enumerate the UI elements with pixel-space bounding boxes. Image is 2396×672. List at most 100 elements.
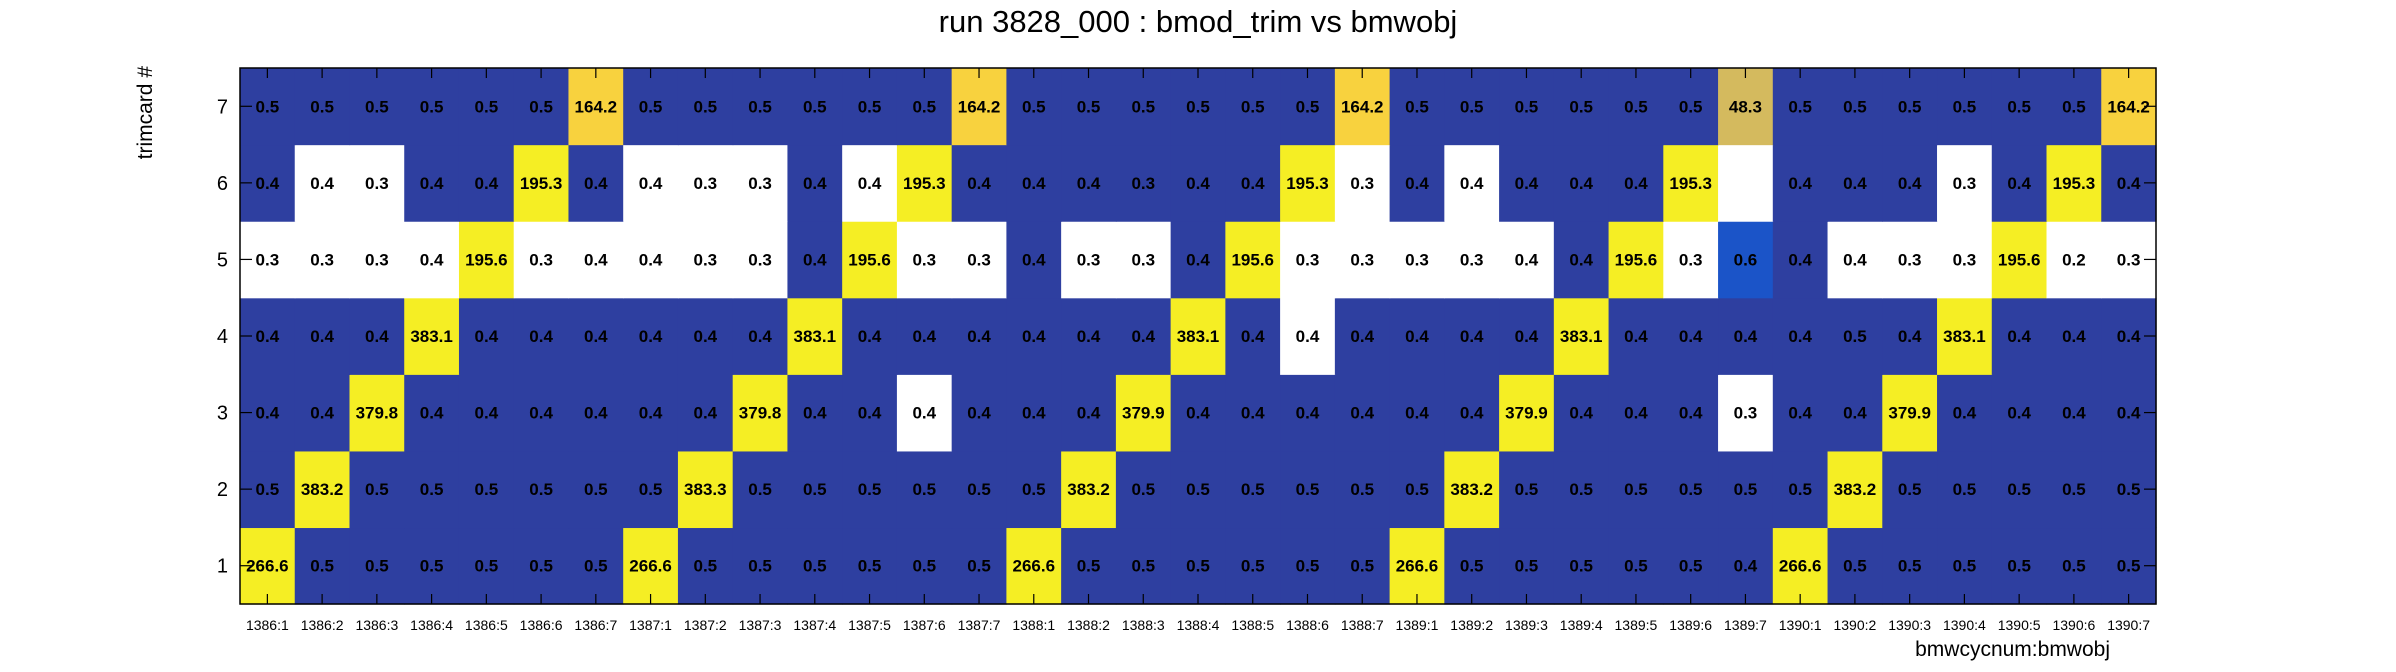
cell-value-label: 0.4 bbox=[1898, 327, 1922, 346]
cell-value-label: 0.4 bbox=[2117, 404, 2141, 423]
cell-value-label: 0.4 bbox=[1515, 174, 1539, 193]
heatmap-cell bbox=[1718, 144, 1774, 222]
heatmap-cell bbox=[1553, 450, 1610, 529]
cell-value-label: 0.4 bbox=[1624, 174, 1648, 193]
heatmap-cell bbox=[349, 68, 405, 146]
heatmap-cell bbox=[568, 527, 624, 605]
cell-value-label: 0.5 bbox=[2007, 97, 2031, 116]
heatmap-cell bbox=[2046, 144, 2102, 222]
heatmap-cell bbox=[1827, 374, 1883, 452]
heatmap-cell bbox=[787, 374, 843, 452]
cell-value-label: 0.4 bbox=[2117, 174, 2141, 193]
heatmap-cell bbox=[896, 68, 953, 146]
cell-value-label: 266.6 bbox=[629, 557, 672, 576]
heatmap-cell bbox=[1334, 144, 1391, 222]
heatmap-cell bbox=[732, 144, 789, 222]
heatmap-cell bbox=[1444, 144, 1500, 222]
heatmap-cell bbox=[842, 374, 898, 452]
cell-value-label: 0.4 bbox=[1569, 174, 1593, 193]
heatmap-cell bbox=[1499, 450, 1555, 529]
cell-value-label: 0.4 bbox=[1788, 174, 1812, 193]
heatmap-cell bbox=[294, 144, 351, 222]
heatmap-cell bbox=[1608, 144, 1664, 222]
cell-value-label: 0.4 bbox=[1460, 174, 1484, 193]
cell-value-label: 0.5 bbox=[1350, 480, 1374, 499]
cell-value-label: 0.5 bbox=[1460, 557, 1484, 576]
heatmap-cell bbox=[896, 374, 953, 452]
heatmap-cell bbox=[513, 527, 570, 605]
cell-value-label: 0.5 bbox=[584, 557, 608, 576]
x-tick-label: 1390:1 bbox=[1779, 617, 1822, 633]
heatmap-cell bbox=[1991, 527, 2048, 605]
heatmap-cell bbox=[1006, 144, 1062, 222]
heatmap-cell bbox=[1115, 297, 1172, 375]
cell-value-label: 0.5 bbox=[1131, 480, 1155, 499]
heatmap-cell bbox=[404, 527, 460, 605]
cell-value-label: 0.4 bbox=[1022, 250, 1046, 269]
cell-value-label: 0.4 bbox=[475, 174, 499, 193]
cell-value-label: 0.4 bbox=[1241, 404, 1265, 423]
heatmap-cell bbox=[1991, 297, 2048, 375]
cell-value-label: 0.5 bbox=[1296, 480, 1320, 499]
cell-value-label: 0.4 bbox=[420, 174, 444, 193]
cell-value-label: 379.9 bbox=[1505, 404, 1548, 423]
cell-value-label: 383.2 bbox=[1067, 480, 1110, 499]
cell-value-label: 0.4 bbox=[1679, 404, 1703, 423]
cell-value-label: 0.5 bbox=[803, 557, 827, 576]
cell-value-label: 0.4 bbox=[967, 174, 991, 193]
heatmap-cell bbox=[2046, 221, 2102, 299]
heatmap-cell bbox=[1280, 68, 1336, 146]
cell-value-label: 383.1 bbox=[1177, 327, 1220, 346]
heatmap-cell bbox=[732, 450, 789, 529]
heatmap-cell bbox=[1170, 450, 1226, 529]
cell-value-label: 0.4 bbox=[420, 250, 444, 269]
cell-value-label: 0.4 bbox=[1241, 327, 1265, 346]
cell-value-label: 0.5 bbox=[310, 97, 334, 116]
cell-value-label: 0.5 bbox=[1515, 480, 1539, 499]
cell-value-label: 0.3 bbox=[1350, 174, 1374, 193]
heatmap-cell bbox=[1499, 297, 1555, 375]
cell-value-label: 0.4 bbox=[1569, 404, 1593, 423]
cell-value-label: 195.3 bbox=[1669, 174, 1712, 193]
cell-value-label: 0.5 bbox=[1022, 97, 1046, 116]
cell-value-label: 0.4 bbox=[1296, 327, 1320, 346]
x-tick-label: 1390:6 bbox=[2052, 617, 2095, 633]
heatmap-cell bbox=[1937, 221, 1993, 299]
heatmap-cell bbox=[1006, 374, 1062, 452]
heatmap-cell bbox=[1608, 297, 1664, 375]
heatmap-cell bbox=[896, 297, 953, 375]
x-tick-label: 1389:1 bbox=[1396, 617, 1439, 633]
cell-value-label: 0.4 bbox=[1022, 174, 1046, 193]
heatmap-cell bbox=[2046, 527, 2102, 605]
x-tick-label: 1390:7 bbox=[2107, 617, 2150, 633]
heatmap-cell bbox=[787, 221, 843, 299]
heatmap-cell bbox=[1827, 68, 1883, 146]
cell-value-label: 0.5 bbox=[1953, 97, 1977, 116]
heatmap-cell bbox=[1937, 144, 1993, 222]
heatmap-cell bbox=[1991, 450, 2048, 529]
cell-labels: 266.6 0.5 0.5 0.5 0.5 0.5 0.5 266.6 0.5 0.5 0.5 0.5… bbox=[246, 97, 2150, 575]
cell-value-label: 0.5 bbox=[1186, 557, 1210, 576]
heatmap-cell bbox=[1006, 221, 1062, 299]
cell-value-label: 0.3 bbox=[310, 250, 334, 269]
cell-value-label: 0.4 bbox=[1022, 404, 1046, 423]
cell-value-label: 0.5 bbox=[420, 480, 444, 499]
heatmap-cell bbox=[294, 450, 351, 529]
heatmap-cell bbox=[1827, 221, 1883, 299]
heatmap-cell bbox=[1772, 374, 1829, 452]
cell-value-label: 0.4 bbox=[1843, 174, 1867, 193]
heatmap-cell bbox=[1663, 144, 1719, 222]
heatmap-cell bbox=[1718, 527, 1774, 605]
x-tick-label: 1386:2 bbox=[301, 617, 344, 633]
heatmap-cell bbox=[1663, 450, 1719, 529]
heatmap-cell bbox=[349, 450, 405, 529]
heatmap-cell bbox=[1937, 68, 1993, 146]
cell-value-label: 195.6 bbox=[848, 250, 891, 269]
x-tick-label: 1388:3 bbox=[1122, 617, 1165, 633]
heatmap-cell bbox=[1115, 527, 1172, 605]
cell-value-label: 0.3 bbox=[748, 250, 772, 269]
heatmap-cell bbox=[458, 221, 515, 299]
y-axis-title: trimcard # bbox=[134, 66, 157, 160]
cell-value-label: 0.4 bbox=[475, 327, 499, 346]
heatmap-cell bbox=[513, 450, 570, 529]
